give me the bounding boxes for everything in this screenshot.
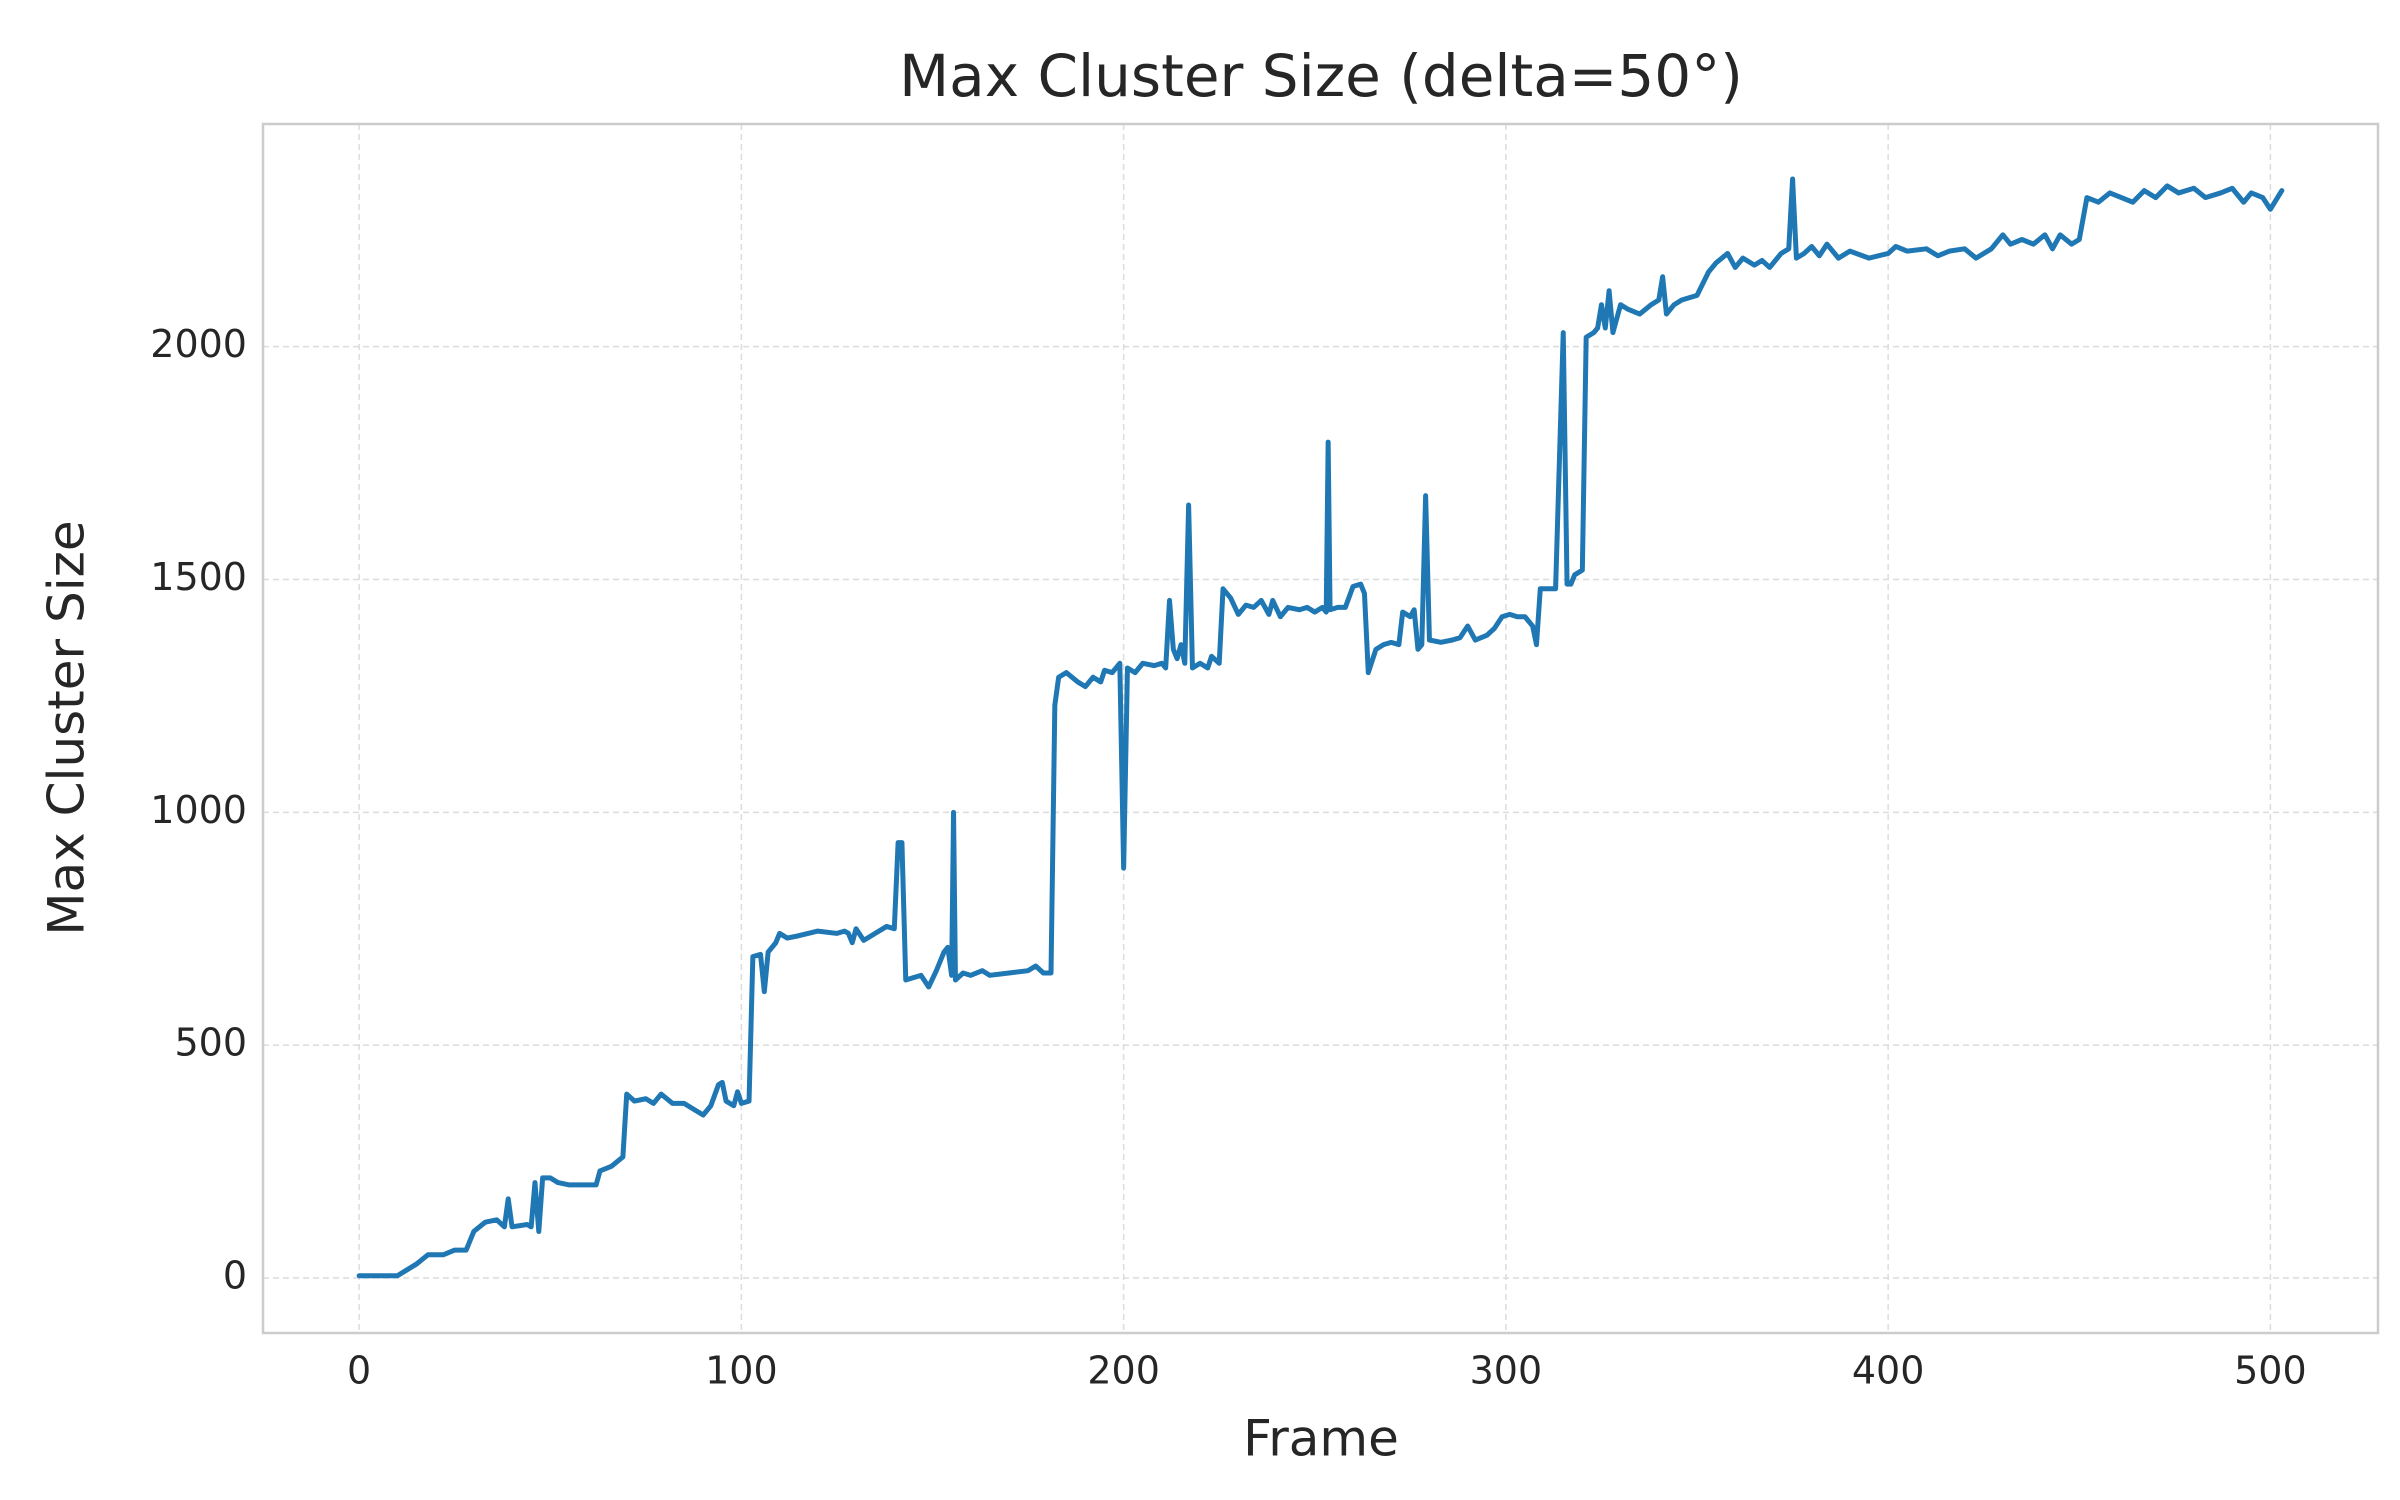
y-tick-label: 0: [223, 1254, 247, 1298]
y-tick-label: 500: [174, 1021, 247, 1065]
y-tick-label: 1500: [150, 555, 247, 599]
x-tick-label: 200: [1087, 1349, 1160, 1393]
chart-title: Max Cluster Size (delta=50°): [899, 42, 1743, 110]
x-tick-label: 400: [1852, 1349, 1925, 1393]
x-tick-label: 0: [347, 1349, 371, 1393]
data-line: [356, 176, 2285, 1279]
y-axis-label: Max Cluster Size: [38, 520, 96, 935]
y-tick-label: 1000: [150, 788, 247, 832]
x-tick-label: 100: [705, 1349, 778, 1393]
x-tick-label: 300: [1470, 1349, 1543, 1393]
x-axis-label: Frame: [1243, 1410, 1399, 1468]
x-tick-label: 500: [2234, 1349, 2307, 1393]
y-tick-label: 2000: [150, 322, 247, 366]
plot-frame: [261, 122, 2380, 1335]
